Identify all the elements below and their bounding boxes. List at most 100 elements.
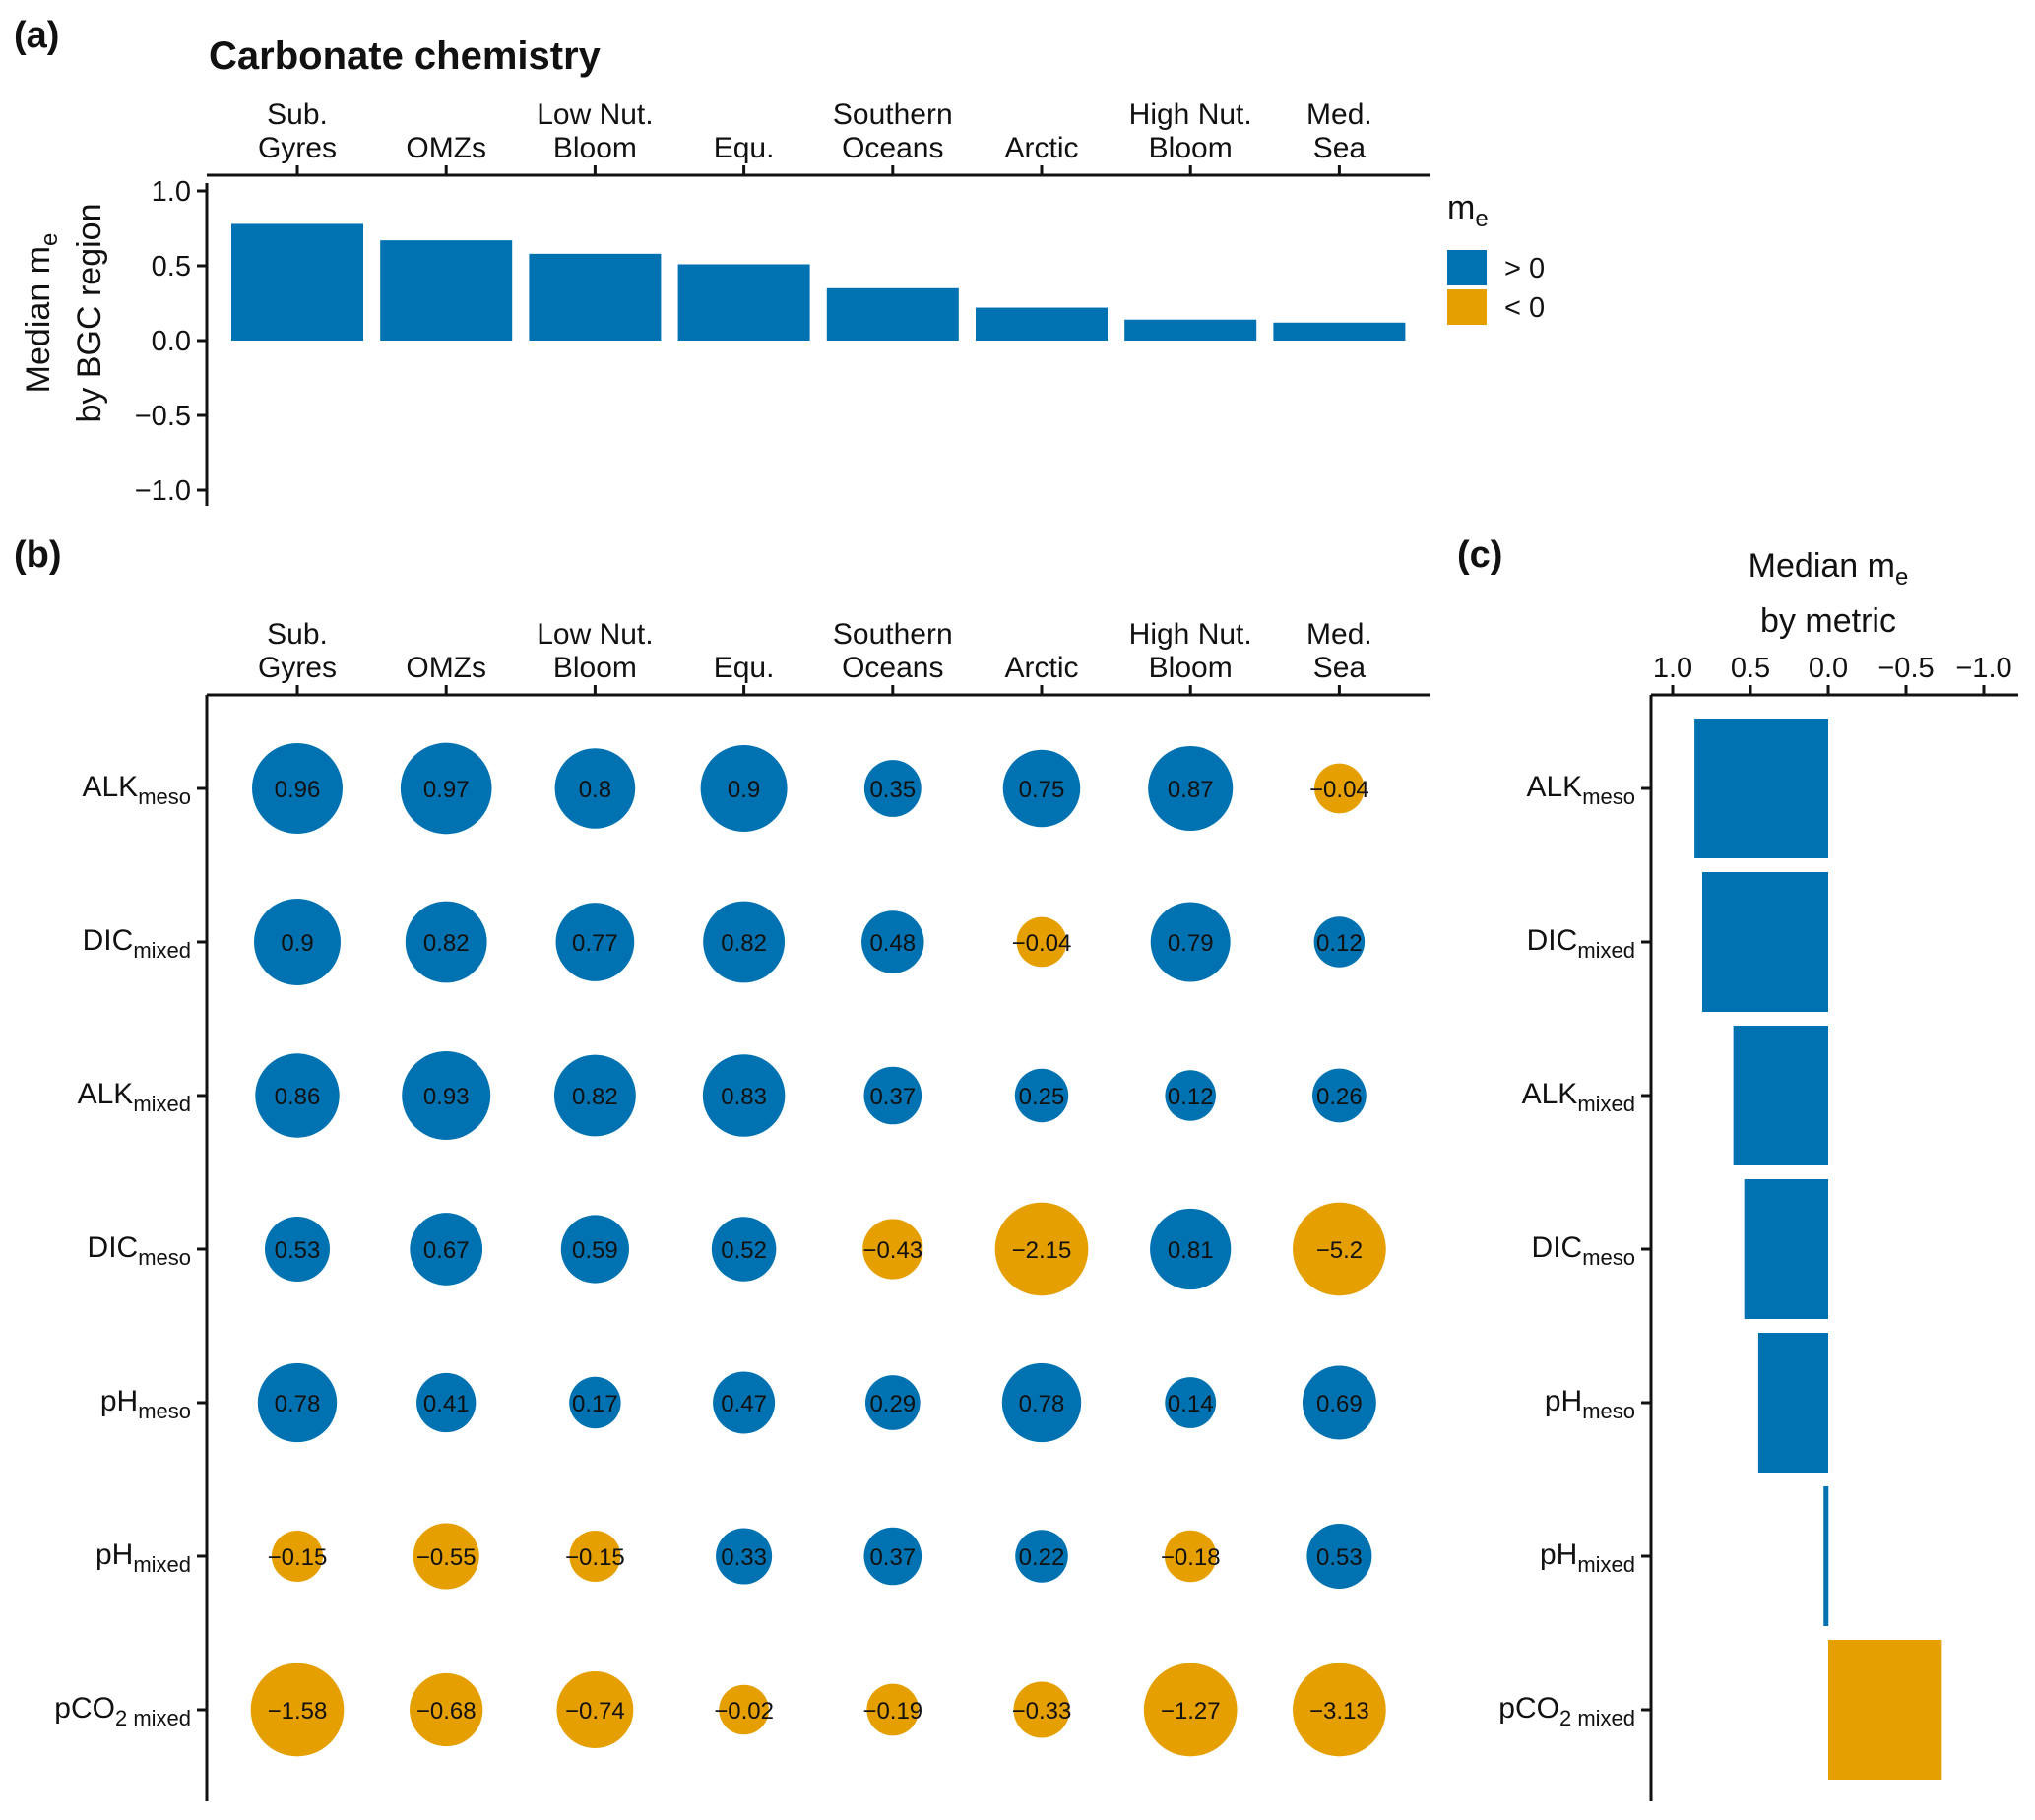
bubble-value-label: 0.35 xyxy=(869,777,916,803)
legend-label: > 0 xyxy=(1504,253,1545,284)
bubble xyxy=(719,1684,769,1735)
bubble-value-label: −0.43 xyxy=(862,1237,922,1264)
bubble-value-label: 0.22 xyxy=(1019,1544,1065,1571)
bubble xyxy=(866,1683,920,1736)
bubble xyxy=(713,1371,776,1434)
bubble xyxy=(257,1362,338,1443)
metric-label: pCO2 mixed xyxy=(1498,1692,1635,1730)
metric-label: ALKmixed xyxy=(78,1078,191,1116)
bubble xyxy=(862,1219,923,1280)
metric-bar xyxy=(1744,1179,1828,1319)
bubble-value-label: −0.33 xyxy=(1012,1698,1072,1725)
bubble-value-label: 0.25 xyxy=(1019,1084,1065,1110)
bubble-value-label: 0.82 xyxy=(423,930,470,957)
bubble xyxy=(250,1663,345,1757)
bubble xyxy=(410,1672,483,1747)
legend: me > 0 < 0 xyxy=(1447,189,1545,325)
legend-label: < 0 xyxy=(1504,292,1545,324)
y-axis-title-line2: by BGC region xyxy=(71,204,108,423)
bubble xyxy=(863,760,922,817)
bubble xyxy=(863,1066,922,1125)
bubble xyxy=(1013,1681,1070,1738)
y-axis-title-line1: Median me xyxy=(20,233,63,394)
bubble-value-label: 0.14 xyxy=(1168,1391,1214,1417)
bubble xyxy=(1002,749,1081,828)
bubble-value-label: 0.78 xyxy=(1019,1391,1065,1417)
bubble-value-label: 0.79 xyxy=(1168,930,1214,957)
y-tick-label: 0.5 xyxy=(152,251,191,282)
bubble xyxy=(1150,902,1231,982)
bubble-value-label: 0.67 xyxy=(423,1237,470,1264)
bubble-value-label: 0.29 xyxy=(869,1391,916,1417)
chart-title: Carbonate chemistry xyxy=(209,34,602,78)
bubble xyxy=(1302,1365,1376,1440)
bubble xyxy=(1014,1068,1069,1123)
panel-b-bubble-grid: Sub. Gyres OMZs Low Nut. Bloom Equ. Southern Oc… xyxy=(54,618,1430,1801)
bubble xyxy=(553,1054,636,1137)
bubble-value-label: 0.78 xyxy=(275,1391,321,1417)
region-label: High Nut. Bloom xyxy=(1129,98,1252,164)
bubble-value-label: −1.27 xyxy=(1161,1698,1221,1725)
bar xyxy=(529,253,662,341)
bubble xyxy=(272,1531,323,1582)
bar xyxy=(231,223,363,341)
bubble xyxy=(1015,1530,1068,1583)
bubble xyxy=(994,1202,1089,1296)
metric-label: DICmeso xyxy=(88,1231,191,1270)
bubble xyxy=(1016,916,1067,968)
bubble-value-label: 0.48 xyxy=(869,930,916,957)
metric-bar xyxy=(1694,719,1828,858)
region-label: Arctic xyxy=(1005,132,1079,164)
bubble-value-label: 0.41 xyxy=(423,1391,470,1417)
bubble-value-label: −0.02 xyxy=(714,1698,774,1725)
legend-swatch xyxy=(1447,250,1487,285)
x-tick-label: 0.0 xyxy=(1809,653,1848,684)
bubble xyxy=(410,1213,483,1286)
bubble-value-label: 0.9 xyxy=(281,930,313,957)
bubble xyxy=(405,901,487,983)
region-label: Sub. Gyres xyxy=(258,618,337,684)
bubble-value-label: 0.59 xyxy=(572,1237,618,1264)
bubble-value-label: −0.04 xyxy=(1012,930,1072,957)
bubble-value-label: −0.04 xyxy=(1309,777,1369,803)
bubble-value-label: −0.74 xyxy=(565,1698,625,1725)
bubble-value-label: 0.75 xyxy=(1019,777,1065,803)
metric-label: ALKmixed xyxy=(1522,1078,1635,1116)
bubble-value-label: 0.93 xyxy=(423,1084,470,1110)
panel-label-c: (c) xyxy=(1457,534,1502,576)
metric-label: ALKmeso xyxy=(82,771,191,809)
panel-c-metric-bars: Median me by metric 1.0 0.5 0.0 −0.5 −1.0 ALKme… xyxy=(1498,547,2018,1801)
bubble-value-label: 0.47 xyxy=(721,1391,767,1417)
region-label: OMZs xyxy=(406,652,486,684)
bubble-value-label: 0.81 xyxy=(1168,1237,1214,1264)
metric-bar xyxy=(1702,872,1828,1012)
bubble xyxy=(400,742,492,835)
bar xyxy=(1124,319,1257,341)
x-tick-label: −1.0 xyxy=(1955,653,2011,684)
region-label: High Nut. Bloom xyxy=(1129,618,1252,684)
bubble-value-label: −0.15 xyxy=(268,1544,328,1571)
bubble-value-label: 0.82 xyxy=(721,930,767,957)
metric-label: DICmixed xyxy=(1527,924,1635,963)
bubble xyxy=(569,1376,621,1429)
bubble xyxy=(556,1671,634,1748)
bubble xyxy=(554,748,636,829)
bubble xyxy=(1164,1530,1217,1583)
bubble xyxy=(1306,1523,1372,1590)
y-tick-label: −1.0 xyxy=(135,475,191,507)
bubble-value-label: 0.8 xyxy=(579,777,611,803)
bubble-value-label: −2.15 xyxy=(1012,1237,1072,1264)
bubble-value-label: 0.82 xyxy=(572,1084,618,1110)
bubble-value-label: −5.2 xyxy=(1316,1237,1363,1264)
x-tick-label: −0.5 xyxy=(1877,653,1934,684)
bubble xyxy=(702,1054,786,1137)
panel-label-b: (b) xyxy=(14,534,62,576)
bubble-value-label: 0.53 xyxy=(275,1237,321,1264)
panel-a-bar-chart: Sub. Gyres OMZs Low Nut. Bloom Equ. Southern Oc… xyxy=(20,98,1430,507)
region-label: Med. Sea xyxy=(1306,98,1372,164)
metric-label: DICmixed xyxy=(83,924,191,963)
bar xyxy=(1273,322,1406,341)
bubble-value-label: −0.19 xyxy=(862,1698,922,1725)
bubble-value-label: 0.37 xyxy=(869,1084,916,1110)
bubble xyxy=(252,743,343,834)
